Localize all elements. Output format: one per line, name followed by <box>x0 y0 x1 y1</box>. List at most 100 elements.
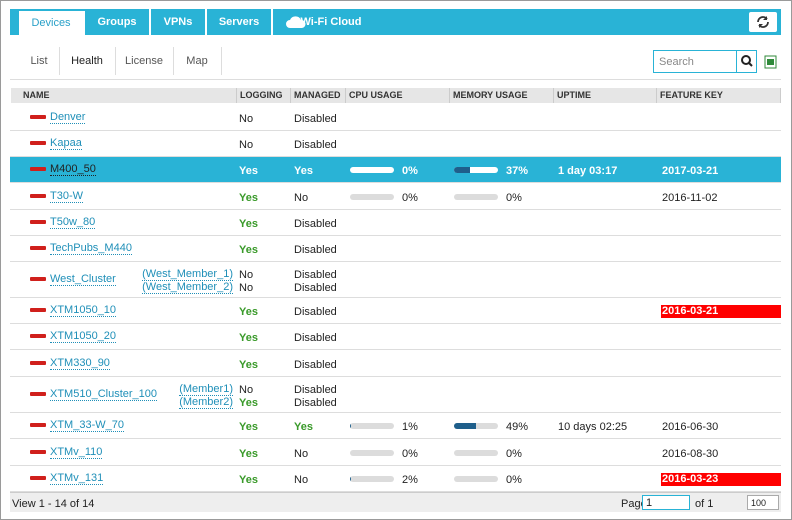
subtab[interactable]: License <box>115 47 174 75</box>
device-name[interactable]: XTM1050_20 <box>50 330 117 343</box>
export-icon[interactable] <box>764 55 778 69</box>
table-row[interactable]: T50w_80 Yes Disabled <box>10 210 781 236</box>
memory-bar <box>454 167 498 173</box>
cpu-label: 1% <box>402 421 418 433</box>
device-icon <box>30 334 46 338</box>
table-row[interactable]: T30-W Yes No 0% 0% 2016-11-02 <box>10 183 781 210</box>
tab-bar <box>10 9 781 35</box>
column-header: MANAGED <box>291 88 346 103</box>
feature-key: 2016-06-30 <box>662 421 719 433</box>
table-row[interactable]: TechPubs_M440 Yes Disabled <box>10 236 781 262</box>
member-name[interactable]: (West_Member_2) <box>142 281 233 294</box>
logging: Yes <box>239 447 258 460</box>
feature-key-alert <box>661 305 781 318</box>
device-icon <box>30 277 46 281</box>
logging: Yes <box>239 421 258 433</box>
cpu-bar <box>350 449 394 456</box>
refresh-icon <box>757 16 769 28</box>
table-row[interactable]: West_Cluster (West_Member_1) No Disabled (We… <box>10 262 781 298</box>
logging: Yes <box>239 358 258 371</box>
device-icon <box>30 167 46 171</box>
table-row[interactable]: XTMv_131 Yes No 2% 0% 2016-03-23 <box>10 466 781 492</box>
managed: Disabled <box>294 244 337 256</box>
column-header: CPU USAGE <box>346 88 450 103</box>
page-label: Page <box>621 498 647 510</box>
device-name[interactable]: T50w_80 <box>50 216 96 229</box>
device-name[interactable]: T30-W <box>50 189 83 203</box>
table-row[interactable]: M400_50 Yes Yes 0% 37% 1 day 03:17 2017-03-21 <box>10 157 781 183</box>
device-name[interactable]: M400_50 <box>50 163 96 176</box>
search-button[interactable] <box>736 51 757 72</box>
device-name[interactable]: West_Cluster <box>50 273 116 286</box>
table-row[interactable]: XTMv_110 Yes No 0% 0% 2016-08-30 <box>10 439 781 466</box>
memory-bar <box>454 476 498 482</box>
column-header[interactable]: NAME <box>11 88 237 103</box>
table-row[interactable]: XTM1050_20 Yes Disabled <box>10 324 781 350</box>
page-input[interactable]: 1 <box>642 495 690 510</box>
device-name[interactable]: XTM_33-W_70 <box>50 419 124 432</box>
device-icon <box>30 141 46 145</box>
member-name[interactable]: (Member1) <box>179 383 233 396</box>
device-name[interactable]: Kapaa <box>50 137 82 150</box>
uptime: 10 days 02:25 <box>558 421 628 433</box>
logging: No <box>239 282 254 294</box>
tab[interactable]: Wi-Fi Cloud <box>300 16 362 28</box>
page-size[interactable]: 100 <box>747 495 779 510</box>
memory-bar <box>454 423 498 429</box>
cpu-label: 2% <box>402 474 418 486</box>
managed: Disabled <box>294 112 337 125</box>
managed: Disabled <box>294 306 337 318</box>
tab[interactable]: Groups <box>85 9 151 35</box>
table-row[interactable]: Kapaa No Disabled <box>10 131 781 157</box>
device-name[interactable]: XTM330_90 <box>50 356 110 370</box>
subtab[interactable]: Map <box>173 47 222 75</box>
cpu-bar <box>350 193 394 200</box>
view-count: View 1 - 14 of 14 <box>12 498 95 510</box>
subtab[interactable]: List <box>19 47 60 75</box>
feature-key: 2017-03-21 <box>662 165 719 177</box>
memory-label: 0% <box>506 447 522 460</box>
logging: Yes <box>239 397 258 409</box>
table-row[interactable]: XTM510_Cluster_100 (Member1) No Disabled (Me… <box>10 377 781 413</box>
cpu-bar <box>350 476 394 482</box>
device-name[interactable]: XTMv_110 <box>50 445 103 459</box>
cpu-label: 0% <box>402 447 418 460</box>
logging: No <box>239 139 254 151</box>
cpu-label: 0% <box>402 165 418 177</box>
memory-bar <box>454 449 498 456</box>
column-header: LOGGING <box>237 88 291 103</box>
table-row[interactable]: XTM1050_10 Yes Disabled 2016-03-21 <box>10 298 781 324</box>
tab[interactable]: VPNs <box>151 9 207 35</box>
device-name[interactable]: Denver <box>50 110 86 124</box>
column-header: UPTIME <box>554 88 657 103</box>
device-icon <box>30 360 46 365</box>
managed: Disabled <box>294 397 337 409</box>
feature-key: 2016-11-02 <box>662 191 718 204</box>
subtab[interactable]: Health <box>59 47 116 75</box>
cpu-bar <box>350 167 394 173</box>
cpu-fill <box>350 476 351 482</box>
search-box[interactable]: Search <box>653 50 757 73</box>
table-row[interactable]: XTM330_90 Yes Disabled <box>10 350 781 377</box>
managed: Yes <box>294 165 313 177</box>
device-name[interactable]: XTMv_131 <box>50 472 104 485</box>
pager-arrows <box>586 498 616 508</box>
memory-fill <box>454 167 471 173</box>
managed: Disabled <box>294 139 337 151</box>
device-name[interactable]: XTM1050_10 <box>50 304 117 317</box>
device-name[interactable]: XTM510_Cluster_100 <box>50 388 158 401</box>
tab[interactable]: Servers <box>207 9 273 35</box>
table-row[interactable]: Denver No Disabled <box>10 104 781 131</box>
device-name[interactable]: TechPubs_M440 <box>50 242 132 255</box>
device-icon <box>30 246 46 250</box>
memory-label: 0% <box>506 474 522 486</box>
member-name[interactable]: (West_Member_1) <box>142 268 233 281</box>
member-name[interactable]: (Member2) <box>179 396 233 409</box>
managed: No <box>294 447 309 460</box>
managed: Disabled <box>294 332 337 344</box>
refresh-button[interactable] <box>749 12 777 32</box>
column-header: MEMORY USAGE <box>450 88 554 103</box>
managed: No <box>294 474 309 486</box>
tab[interactable]: Devices <box>19 11 85 35</box>
table-row[interactable]: XTM_33-W_70 Yes Yes 1% 49% 10 days 02:25 2016-… <box>10 413 781 439</box>
